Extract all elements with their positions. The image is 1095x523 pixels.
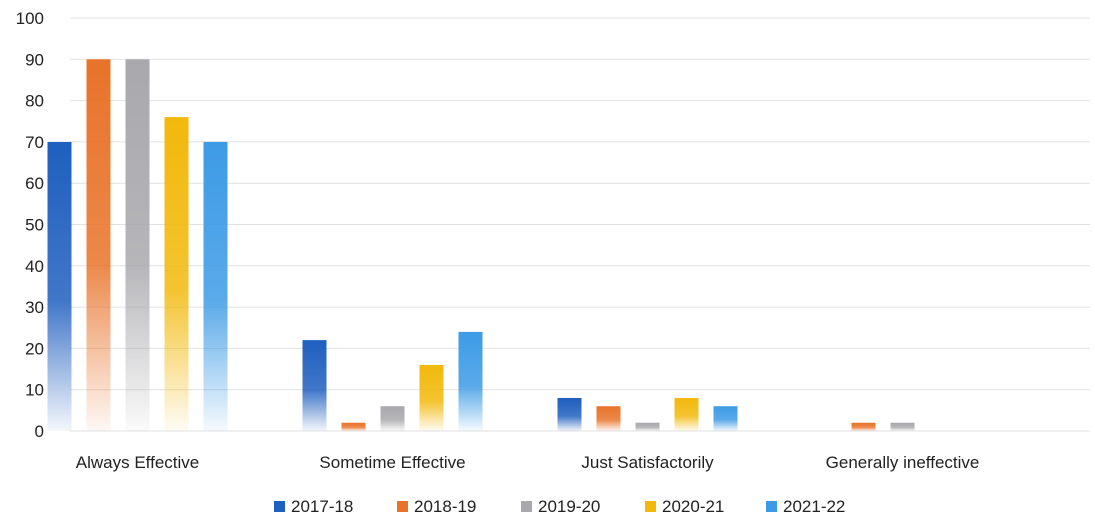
y-tick-label: 100 xyxy=(16,9,44,28)
y-tick-label: 90 xyxy=(25,50,44,69)
x-category-label: Just Satisfactorily xyxy=(581,453,714,472)
bar-just-satisfactorily-2021-22 xyxy=(713,406,738,431)
legend-label: 2018-19 xyxy=(414,497,476,516)
legend-label: 2019-20 xyxy=(538,497,600,516)
legend-swatch-2017-18 xyxy=(274,501,285,512)
bars xyxy=(47,59,915,432)
gridlines xyxy=(70,17,1090,432)
legend-swatch-2019-20 xyxy=(521,501,532,512)
bar-always-effective-2021-22 xyxy=(203,141,228,431)
bar-always-effective-2018-19 xyxy=(86,59,111,432)
bar-generally-ineffective-2018-19 xyxy=(851,422,876,431)
legend-swatch-2021-22 xyxy=(766,501,777,512)
y-tick-label: 20 xyxy=(25,339,44,358)
x-axis: Always Effective Sometime Effective Just S… xyxy=(76,453,980,472)
y-tick-label: 60 xyxy=(25,174,44,193)
y-tick-label: 30 xyxy=(25,298,44,317)
legend: 2017-18 2018-19 2019-20 2020-21 2021-22 xyxy=(274,497,845,516)
legend-swatch-2020-21 xyxy=(645,501,656,512)
y-tick-label: 80 xyxy=(25,92,44,111)
bar-sometime-effective-2021-22 xyxy=(458,331,483,431)
bar-sometime-effective-2018-19 xyxy=(341,422,366,431)
bar-always-effective-2020-21 xyxy=(164,117,189,432)
bar-sometime-effective-2017-18 xyxy=(302,340,327,431)
y-tick-label: 10 xyxy=(25,381,44,400)
legend-swatch-2018-19 xyxy=(397,501,408,512)
legend-label: 2017-18 xyxy=(291,497,353,516)
bar-always-effective-2017-18 xyxy=(47,141,72,431)
y-tick-label: 0 xyxy=(35,422,44,441)
y-tick-label: 70 xyxy=(25,133,44,152)
bar-just-satisfactorily-2019-20 xyxy=(635,422,660,431)
legend-label: 2021-22 xyxy=(783,497,845,516)
bar-just-satisfactorily-2017-18 xyxy=(557,397,582,431)
bar-just-satisfactorily-2018-19 xyxy=(596,406,621,431)
bar-sometime-effective-2019-20 xyxy=(380,406,405,431)
bar-just-satisfactorily-2020-21 xyxy=(674,397,699,431)
x-category-label: Always Effective xyxy=(76,453,199,472)
bar-always-effective-2019-20 xyxy=(125,59,150,432)
x-category-label: Generally ineffective xyxy=(826,453,980,472)
y-axis: 0 10 20 30 40 50 60 70 80 90 100 xyxy=(16,9,44,441)
bar-generally-ineffective-2019-20 xyxy=(890,422,915,431)
y-tick-label: 40 xyxy=(25,257,44,276)
legend-label: 2020-21 xyxy=(662,497,724,516)
x-category-label: Sometime Effective xyxy=(319,453,465,472)
bar-sometime-effective-2020-21 xyxy=(419,364,444,431)
y-tick-label: 50 xyxy=(25,216,44,235)
